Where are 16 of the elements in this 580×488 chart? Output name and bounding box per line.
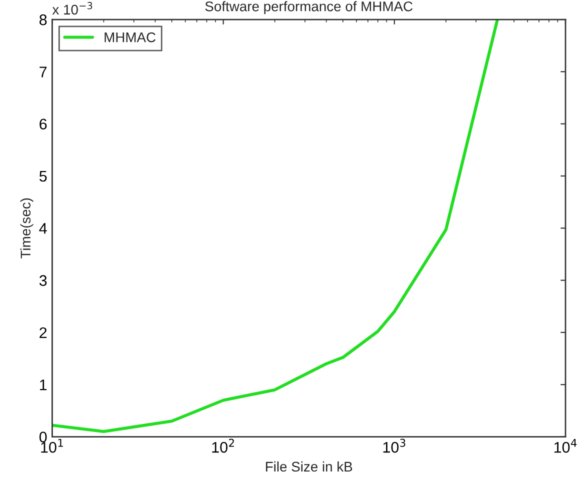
x-tick-label: 10$^{2}$: [212, 438, 234, 453]
y-tick-label: 7: [40, 66, 47, 78]
y-tick-label: 1: [40, 380, 47, 390]
y-tick-label: 6: [40, 118, 47, 130]
legend-label: MHMAC: [104, 32, 156, 42]
x-axis-title: File Size in kB: [266, 461, 352, 472]
chart-title: Software performance of MHMAC: [205, 1, 413, 14]
y-tick-label: 8: [40, 14, 47, 26]
x-tick-label: 10$^{3}$: [383, 438, 406, 453]
y-tick-label: 3: [39, 275, 47, 286]
y-tick-label: 5: [39, 171, 47, 182]
y-axis-title: Time(sec): [20, 198, 34, 258]
y-tick-label: 2: [40, 327, 47, 338]
text: x 10$^{−3}$: [52, 2, 92, 15]
y-tick-label: 4: [39, 223, 47, 234]
x-tick-label: 10$^{4}$: [554, 438, 577, 453]
